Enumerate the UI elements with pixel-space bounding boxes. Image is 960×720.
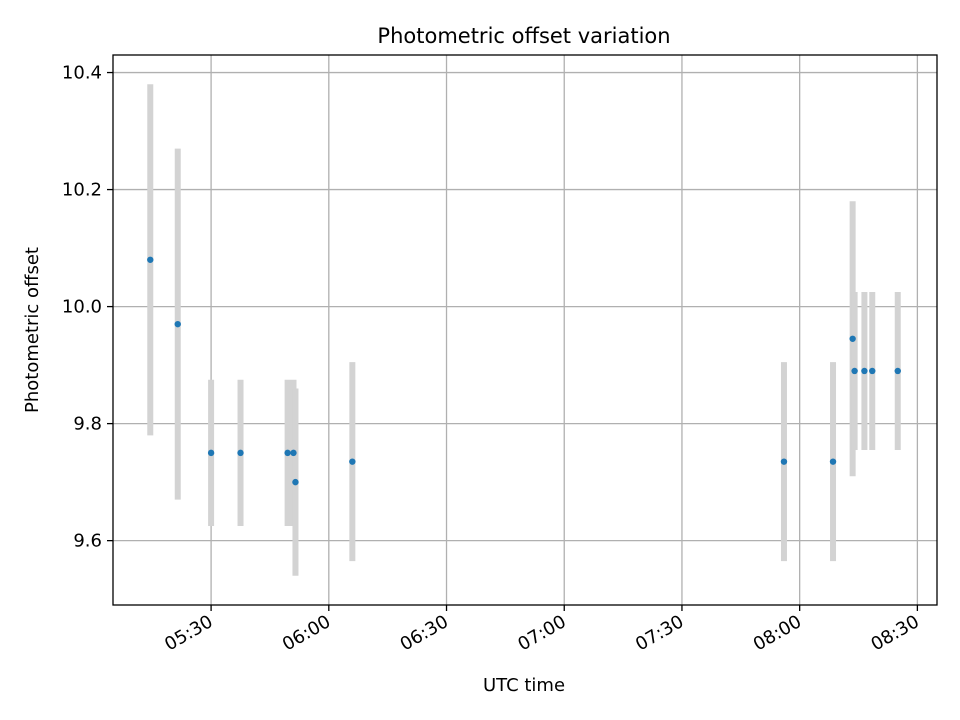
- data-point: [349, 458, 356, 465]
- x-tick-label: 08:30: [867, 611, 922, 655]
- data-point: [174, 320, 181, 328]
- data-point: [869, 367, 876, 375]
- y-tick-label: 10.0: [62, 297, 102, 318]
- data-point: [861, 367, 868, 375]
- data-point: [147, 256, 154, 263]
- data-point: [284, 449, 291, 457]
- y-tick-label: 10.2: [62, 180, 102, 201]
- data-point: [851, 367, 858, 375]
- x-axis-label: UTC time: [483, 675, 565, 696]
- y-axis-label: Photometric offset: [22, 247, 43, 413]
- x-axis: 05:30 06:00 06:30 07:00 07:30 08:00 08:30: [161, 605, 923, 655]
- data-points: [147, 256, 901, 486]
- x-tick-label: 05:30: [161, 611, 216, 655]
- x-tick-label: 07:00: [514, 611, 569, 655]
- y-axis: 9.6 9.8 10.0 10.2 10.4: [62, 63, 113, 552]
- x-tick-label: 06:30: [397, 611, 452, 655]
- grid: [113, 55, 937, 605]
- error-bars: [147, 84, 901, 576]
- data-point: [849, 335, 856, 342]
- y-tick-label: 10.4: [62, 63, 102, 84]
- data-point: [780, 458, 788, 465]
- data-point: [207, 449, 215, 457]
- data-point: [290, 449, 297, 457]
- x-tick-label: 08:00: [750, 611, 805, 655]
- x-tick-label: 07:30: [632, 611, 687, 655]
- data-point: [292, 478, 299, 486]
- data-point: [829, 458, 837, 465]
- plot-frame: [112, 54, 938, 606]
- x-tick-label: 06:00: [279, 611, 334, 655]
- y-tick-label: 9.6: [73, 531, 102, 552]
- data-point: [237, 449, 244, 457]
- y-tick-label: 9.8: [73, 414, 102, 435]
- chart-title: Photometric offset variation: [377, 24, 670, 48]
- data-point: [894, 367, 901, 375]
